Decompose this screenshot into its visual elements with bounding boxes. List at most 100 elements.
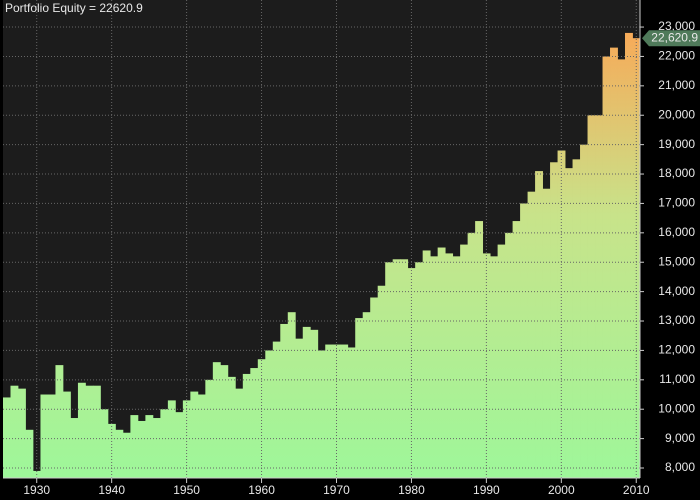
y-tick-label: 9,000 — [665, 431, 695, 445]
equity-bar — [17, 388, 26, 478]
equity-bar — [422, 250, 431, 478]
equity-bar — [587, 115, 596, 478]
equity-bar — [137, 420, 146, 478]
y-tick-label: 16,000 — [658, 225, 695, 239]
equity-bar — [392, 259, 401, 478]
x-tick-label: 1940 — [98, 483, 125, 497]
x-tick-label: 1990 — [473, 483, 500, 497]
equity-bar — [280, 323, 289, 478]
equity-bar — [415, 262, 424, 478]
equity-bar — [47, 394, 56, 478]
equity-bar — [482, 253, 491, 478]
equity-bar — [145, 415, 154, 478]
y-tick-label: 23,000 — [658, 19, 695, 33]
equity-bar — [25, 429, 34, 478]
equity-bar — [385, 262, 394, 478]
equity-bar — [475, 221, 484, 478]
equity-bar — [430, 256, 439, 478]
y-tick-label: 15,000 — [658, 254, 695, 268]
equity-bar — [272, 341, 281, 478]
equity-bar — [362, 312, 371, 478]
y-tick-label: 21,000 — [658, 78, 695, 92]
equity-bar — [227, 376, 236, 478]
equity-bar — [92, 385, 101, 478]
equity-bar — [190, 391, 199, 478]
equity-bar — [70, 418, 79, 478]
y-tick-label: 17,000 — [658, 196, 695, 210]
equity-bar — [100, 409, 109, 478]
equity-bar — [452, 256, 461, 478]
x-tick-label: 1930 — [23, 483, 50, 497]
equity-bar — [527, 191, 536, 478]
equity-bar — [460, 244, 469, 478]
equity-bar — [542, 188, 551, 478]
equity-bar — [505, 232, 513, 478]
equity-bar — [595, 115, 603, 478]
equity-bar — [205, 379, 214, 478]
equity-bar — [310, 329, 319, 478]
equity-bar — [557, 150, 566, 478]
equity-bar — [370, 297, 379, 478]
equity-bar — [572, 159, 581, 479]
equity-bar — [535, 171, 543, 478]
equity-bar — [212, 362, 221, 478]
equity-bar — [265, 350, 274, 478]
equity-bar — [520, 203, 528, 479]
equity-bar — [512, 221, 521, 478]
x-tick-label: 1970 — [323, 483, 350, 497]
equity-bar — [445, 253, 454, 478]
equity-bar — [182, 400, 191, 478]
y-tick-label: 12,000 — [658, 343, 695, 357]
equity-bar — [122, 432, 131, 478]
equity-bar — [160, 409, 169, 478]
equity-bar — [377, 285, 386, 478]
equity-bar — [325, 344, 334, 478]
equity-bar — [40, 394, 49, 478]
y-tick-label: 22,000 — [658, 49, 695, 63]
equity-bar — [197, 394, 206, 478]
equity-bar — [467, 232, 476, 478]
y-tick-label: 8,000 — [665, 460, 695, 474]
equity-bar — [625, 32, 633, 479]
equity-bar — [602, 56, 611, 478]
equity-bar — [77, 382, 86, 478]
y-tick-label: 19,000 — [658, 137, 695, 151]
equity-bar — [617, 59, 626, 478]
x-tick-label: 1980 — [398, 483, 425, 497]
equity-bar — [550, 162, 558, 478]
equity-bar — [317, 350, 326, 478]
equity-bar — [175, 412, 184, 478]
equity-bar — [295, 338, 304, 478]
equity-bar — [437, 247, 446, 478]
y-tick-label: 13,000 — [658, 313, 695, 327]
current-value-tag — [642, 30, 700, 47]
y-tick-label: 10,000 — [658, 401, 695, 415]
equity-bar — [287, 312, 296, 478]
y-tick-label: 20,000 — [658, 107, 695, 121]
equity-bar — [152, 418, 161, 478]
equity-bar — [220, 365, 229, 478]
equity-bar — [167, 400, 176, 478]
y-tick-label: 11,000 — [659, 372, 695, 386]
equity-bar — [235, 388, 244, 478]
chart-title: Portfolio Equity = 22620.9 — [5, 1, 143, 15]
equity-bar — [565, 168, 573, 478]
equity-bar — [610, 47, 618, 478]
current-value-label: 22,620.9 — [651, 30, 698, 44]
equity-bar — [580, 144, 588, 478]
equity-bar — [302, 326, 311, 478]
equity-bar — [85, 385, 94, 478]
equity-bar — [400, 259, 409, 478]
x-tick-label: 2010 — [623, 483, 650, 497]
x-tick-label: 1960 — [248, 483, 275, 497]
equity-bar — [242, 373, 251, 478]
equity-bar — [490, 256, 499, 478]
equity-bar — [3, 397, 11, 478]
equity-bar — [115, 429, 124, 478]
equity-bar — [55, 365, 64, 478]
y-tick-label: 18,000 — [658, 166, 695, 180]
equity-bar — [130, 415, 139, 478]
equity-bar — [62, 391, 71, 478]
equity-bar — [347, 347, 356, 478]
